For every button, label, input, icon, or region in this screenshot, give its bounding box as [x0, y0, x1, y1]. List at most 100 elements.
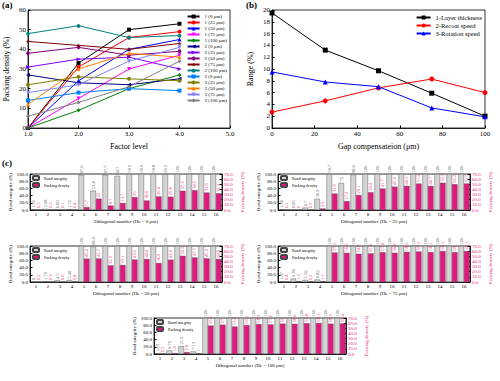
svg-text:100.0: 100.0: [141, 316, 153, 321]
svg-text:100: 100: [215, 309, 220, 317]
svg-text:100: 100: [480, 130, 491, 138]
svg-text:14: 14: [438, 212, 444, 217]
svg-text:12: 12: [166, 284, 172, 289]
svg-text:100: 100: [79, 237, 84, 245]
svg-text:100: 100: [187, 165, 192, 173]
svg-text:9: 9: [379, 284, 382, 289]
svg-text:Bond integrity: Bond integrity: [292, 176, 315, 181]
svg-text:100: 100: [239, 309, 244, 317]
svg-text:Bond integrity: Bond integrity: [44, 176, 67, 181]
svg-text:11: 11: [154, 212, 159, 217]
svg-text:100: 100: [399, 165, 404, 173]
svg-text:15: 15: [202, 212, 208, 217]
svg-text:32.3: 32.3: [216, 183, 221, 192]
svg-text:20.0: 20.0: [348, 341, 357, 346]
svg-text:1.4: 1.4: [172, 345, 177, 351]
svg-text:40.0: 40.0: [267, 265, 276, 270]
svg-text:59.3: 59.3: [416, 241, 421, 250]
svg-text:53.8: 53.8: [91, 181, 96, 190]
svg-text:4.0: 4.0: [175, 130, 184, 138]
svg-text:Packing density: Packing density: [44, 183, 69, 188]
svg-text:56.8: 56.8: [392, 243, 397, 252]
svg-text:58.5: 58.5: [404, 242, 409, 251]
svg-text:0.2: 0.2: [36, 275, 41, 281]
svg-text:1: 1: [196, 350, 201, 352]
svg-text:100: 100: [447, 165, 452, 173]
svg-text:1: 1: [35, 212, 38, 217]
svg-text:Othogonal number (Hc = 75 μm): Othogonal number (Hc = 75 μm): [341, 291, 408, 296]
svg-text:16: 16: [338, 356, 344, 361]
svg-text:100: 100: [327, 237, 332, 245]
svg-text:11: 11: [278, 356, 283, 361]
svg-text:20.0: 20.0: [224, 269, 233, 274]
svg-text:60.0: 60.0: [267, 186, 276, 191]
svg-text:40.0: 40.0: [348, 331, 357, 336]
svg-text:1 (50 μm): 1 (50 μm): [205, 26, 225, 31]
svg-text:100: 100: [163, 237, 168, 245]
svg-text:10: 10: [390, 284, 396, 289]
svg-text:2 (75 μm): 2 (75 μm): [205, 62, 225, 67]
svg-text:46.7: 46.7: [428, 176, 433, 185]
svg-text:2 (25 μm): 2 (25 μm): [205, 50, 225, 55]
svg-text:4: 4: [71, 212, 74, 217]
svg-text:20.0: 20.0: [267, 200, 276, 205]
svg-text:100: 100: [435, 165, 440, 173]
svg-text:40.0: 40.0: [472, 259, 481, 264]
svg-text:60.0: 60.0: [224, 177, 233, 182]
svg-text:100: 100: [387, 237, 392, 245]
svg-text:45.9: 45.9: [204, 248, 209, 257]
svg-text:5: 5: [207, 356, 210, 361]
svg-text:(c): (c): [2, 158, 12, 168]
svg-text:25: 25: [132, 190, 137, 195]
svg-text:(b): (b): [246, 0, 257, 10]
svg-text:51.4: 51.4: [416, 173, 421, 182]
svg-text:Packing density (%): Packing density (%): [2, 36, 11, 101]
svg-text:100: 100: [411, 237, 416, 245]
svg-text:20.0: 20.0: [224, 197, 233, 202]
svg-text:40.0: 40.0: [224, 259, 233, 264]
svg-text:17.2: 17.2: [344, 192, 349, 200]
svg-text:58: 58: [452, 245, 457, 250]
svg-text:45.7: 45.7: [96, 248, 101, 257]
svg-text:80.0: 80.0: [267, 179, 276, 184]
svg-text:100.0: 100.0: [17, 244, 29, 249]
svg-text:100: 100: [411, 165, 416, 173]
svg-text:Packing density (%): Packing density (%): [488, 171, 493, 212]
svg-text:0: 0: [296, 205, 301, 208]
svg-text:0.0: 0.0: [472, 208, 479, 213]
svg-text:45.4: 45.4: [84, 249, 89, 258]
svg-text:7.13: 7.13: [191, 341, 196, 350]
svg-text:100.0: 100.0: [17, 172, 29, 177]
svg-text:0.2: 0.2: [48, 203, 53, 209]
svg-text:3.6: 3.6: [184, 344, 189, 350]
svg-text:6.82: 6.82: [315, 270, 320, 278]
svg-text:0.6: 0.6: [60, 274, 65, 280]
svg-text:80.0: 80.0: [19, 179, 28, 184]
svg-text:12: 12: [290, 356, 296, 361]
svg-text:97.6: 97.6: [79, 165, 84, 174]
svg-text:1: 1: [283, 212, 286, 217]
svg-text:2 (100 μm): 2 (100 μm): [205, 68, 228, 73]
svg-text:30.9: 30.9: [315, 189, 320, 198]
svg-text:4: 4: [319, 212, 322, 217]
svg-text:13: 13: [426, 284, 432, 289]
svg-text:10: 10: [263, 65, 271, 73]
svg-text:4.5: 4.5: [55, 273, 60, 279]
svg-text:99.8: 99.8: [151, 164, 156, 173]
svg-text:3-Rotation speed: 3-Rotation speed: [436, 30, 481, 37]
svg-text:58.9: 58.9: [328, 314, 333, 323]
svg-text:Bond integrity (%): Bond integrity (%): [256, 245, 261, 283]
svg-text:0.0: 0.0: [224, 208, 231, 213]
svg-text:80.0: 80.0: [19, 251, 28, 256]
svg-text:7: 7: [355, 212, 358, 217]
svg-text:33.9: 33.9: [204, 182, 209, 191]
svg-text:18: 18: [263, 18, 271, 26]
svg-text:13.7: 13.7: [120, 193, 125, 202]
svg-text:Othogonal number (Hc = 25 μm): Othogonal number (Hc = 25 μm): [341, 219, 408, 224]
svg-text:10.0: 10.0: [348, 346, 357, 351]
svg-text:2: 2: [47, 212, 50, 217]
svg-text:50.0: 50.0: [224, 254, 233, 259]
svg-text:44.6: 44.6: [144, 249, 149, 258]
svg-text:3 (50 μm): 3 (50 μm): [205, 86, 225, 91]
svg-text:Range (%): Range (%): [246, 51, 255, 86]
